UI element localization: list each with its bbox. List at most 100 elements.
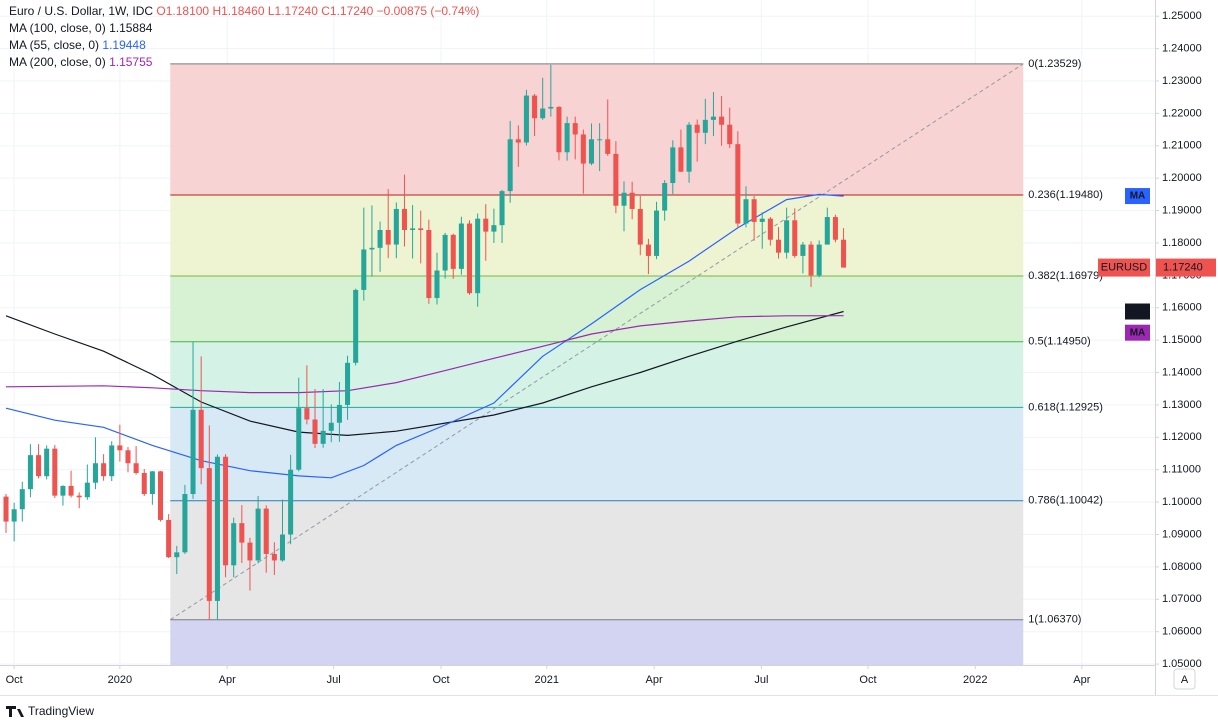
header-item: MA (200, close, 0) [9,55,106,69]
plot [0,0,1155,665]
candle-body [434,270,440,299]
fib-label: 0.618(1.12925) [1028,401,1103,413]
moving-average [5,310,844,437]
y-tick-label: 1.15000 [1162,334,1202,346]
candle-body [247,542,253,561]
candle-body [792,220,798,256]
candle-body [694,124,700,133]
candle-body [288,469,294,535]
x-tick-label: Oct [859,674,876,686]
ma-legend: MA (200, close, 0) 1.15755 [9,55,153,69]
y-tick-label: 1.12000 [1162,431,1202,443]
auto-scale-label[interactable]: A [1181,674,1189,686]
candle-body [36,455,42,477]
y-tick-label: 1.08000 [1162,561,1202,573]
candle-body [645,244,651,256]
price-tag [1156,258,1216,277]
candle-body [751,199,757,222]
candle-body [483,218,489,232]
candle-body [491,225,497,232]
header-item: L1.17240 [268,4,318,18]
x-tick-label: Jul [327,674,341,686]
candle-body [84,482,90,498]
symbol-tag-label: EURUSD [1101,261,1148,273]
header-item: MA (100, close, 0) [9,21,106,35]
candle-body [3,496,9,522]
moving-average [5,315,844,394]
x-tick-label: Oct [6,674,23,686]
candle-body [466,223,473,294]
candle-body [190,409,196,495]
candle-body [841,239,847,268]
candle-body [19,489,25,510]
candle-body [621,192,627,206]
y-tick-label: 1.13000 [1162,399,1202,411]
candle-body [686,124,692,172]
symbol-tag [1098,258,1150,277]
fib-label: 0.5(1.14950) [1028,336,1090,348]
candle-body [109,445,115,477]
ma-tag-label: MA [1130,327,1146,338]
candle-body [426,230,432,299]
fib-zone [170,276,1024,342]
candle-body [60,485,66,496]
header-item: 1.15884 [109,21,153,35]
candle-body [442,234,448,271]
fib-zone [170,341,1024,408]
candle-body [784,220,790,253]
fib-label: 0(1.23529) [1028,58,1081,70]
candle-body [759,218,765,222]
candle-body [101,463,107,477]
fib-label: 1(1.06370) [1028,614,1081,626]
y-tick-label: 1.23000 [1162,75,1202,87]
candle-body [808,244,814,276]
candle-body [377,230,383,248]
y-tick-label: 1.21000 [1162,140,1202,152]
header-item: −0.00875 (−0.74%) [377,4,480,18]
y-tick-label: 1.09000 [1162,528,1202,540]
candle-body [68,485,74,496]
candle-body [540,108,546,119]
candle-body [279,534,286,561]
header-item: Euro / U.S. Dollar, 1W, IDC [9,4,153,18]
candle-body [393,208,399,245]
candle-body [182,494,188,553]
header-item: 1.19448 [102,38,146,52]
auto-scale-button[interactable] [1173,668,1196,690]
candle-body [548,106,554,109]
candle-body [214,456,220,601]
candle-body [401,208,407,231]
fib-label: 0.236(1.19480) [1028,189,1103,201]
y-tick-label: 1.16000 [1162,302,1202,314]
candle-body [44,448,50,477]
price-tag-label: 1.17240 [1163,261,1203,273]
candle-body [654,210,660,256]
candle-body [27,455,33,490]
candle-body [735,144,741,224]
candle-body [11,509,17,522]
candle-body [532,95,538,119]
y-tick-label: 1.25000 [1162,10,1202,22]
ma-tag [1125,303,1150,320]
y-tick-label: 1.14000 [1162,366,1202,378]
candle-body [450,234,456,269]
x-tick-label: 2021 [535,674,559,686]
x-tick-label: Oct [432,674,449,686]
candle-body [369,247,375,250]
candle-body [157,471,164,520]
ma-legend: MA (55, close, 0) 1.19448 [9,38,146,52]
candle-body [475,218,481,294]
moving-average [5,193,844,479]
ma-tag-label: MA [1130,306,1146,317]
candle-body [206,468,212,601]
candle-body [239,523,245,543]
header-item: 1.15755 [109,55,153,69]
ma-tag [1125,188,1150,205]
y-tick-label: 1.06000 [1162,626,1202,638]
candle-body [312,419,318,444]
candle-body [816,244,822,276]
candle-body [76,495,82,498]
header: Euro / U.S. Dollar, 1W, IDC O1.18100 H1.… [9,4,479,18]
fib-zone [170,619,1024,665]
x-tick-label: Jul [754,674,768,686]
